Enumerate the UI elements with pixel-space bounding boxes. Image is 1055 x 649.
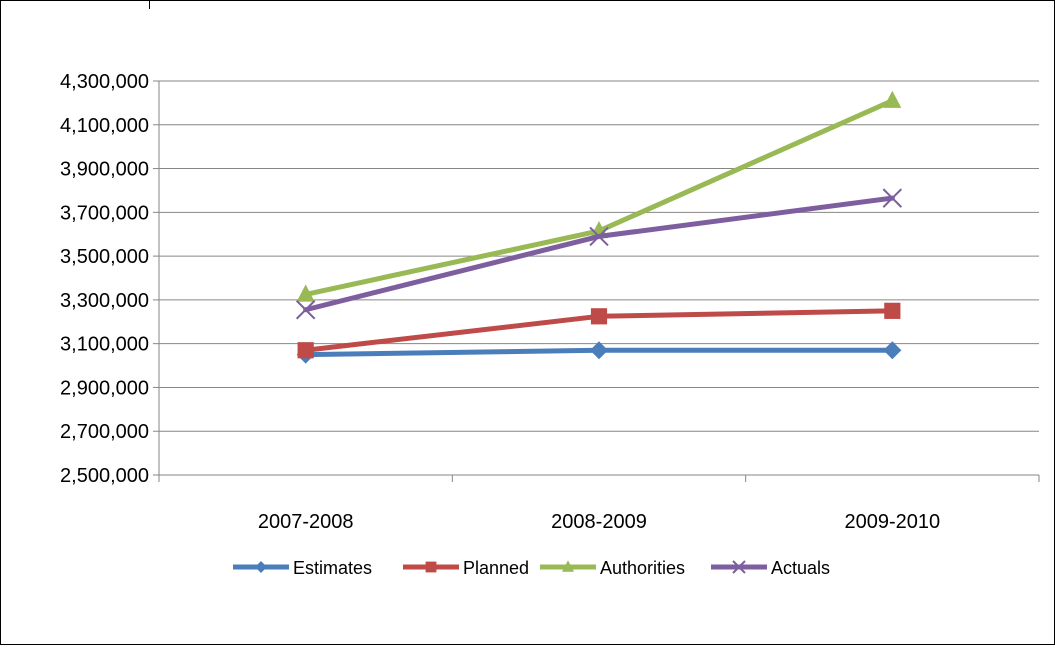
y-tick-labels: 2,500,000 2,700,000 2,900,000 3,100,000 3,30… (60, 71, 149, 487)
gridlines (159, 80, 1039, 432)
legend: Estimates Planned Authorities Actuals (233, 558, 830, 578)
data-point (882, 188, 903, 208)
legend-item: Actuals (711, 558, 830, 578)
y-tick-label: 3,900,000 (60, 159, 149, 181)
y-tick-label: 2,900,000 (60, 377, 149, 399)
series-actuals (295, 188, 903, 320)
axes (153, 80, 1040, 482)
series-lines (295, 90, 903, 364)
y-tick-label: 3,700,000 (60, 202, 149, 224)
data-point (590, 341, 608, 360)
data-point (883, 341, 902, 360)
legend-marker (255, 561, 267, 573)
legend-label: Planned (463, 558, 529, 578)
series-line (303, 98, 895, 297)
legend-item: Estimates (233, 558, 372, 578)
x-tick-labels: 2007-2008 2008-2009 2009-2010 (258, 511, 940, 533)
y-tick-label: 3,500,000 (60, 246, 149, 268)
legend-label: Estimates (293, 558, 372, 578)
legend-label: Authorities (600, 558, 685, 578)
y-tick-label: 2,700,000 (60, 421, 149, 443)
data-point (297, 342, 314, 359)
y-tick-label: 3,300,000 (60, 290, 149, 312)
x-tick-label: 2009-2010 (845, 511, 941, 533)
y-tick-label: 3,100,000 (60, 334, 149, 356)
y-tick-label: 4,100,000 (60, 115, 149, 137)
y-tick-label: 2,500,000 (60, 465, 149, 487)
frame-top-tick (149, 1, 150, 9)
x-tick-label: 2007-2008 (258, 511, 354, 533)
series-estimates (296, 341, 902, 364)
series-line (303, 195, 895, 313)
series-planned (297, 302, 901, 359)
data-point (589, 226, 609, 247)
data-point (590, 308, 608, 325)
legend-marker (732, 560, 746, 574)
data-point (884, 302, 901, 319)
legend-item: Authorities (540, 558, 685, 578)
legend-item: Planned (403, 558, 529, 578)
legend-marker (562, 560, 574, 572)
legend-label: Actuals (771, 558, 830, 578)
data-point (883, 90, 902, 108)
series-authorities (296, 90, 902, 302)
legend-marker (425, 561, 437, 573)
data-point (295, 300, 316, 320)
data-point (296, 284, 315, 302)
y-tick-label: 4,300,000 (60, 71, 149, 93)
x-tick-label: 2008-2009 (551, 511, 647, 533)
